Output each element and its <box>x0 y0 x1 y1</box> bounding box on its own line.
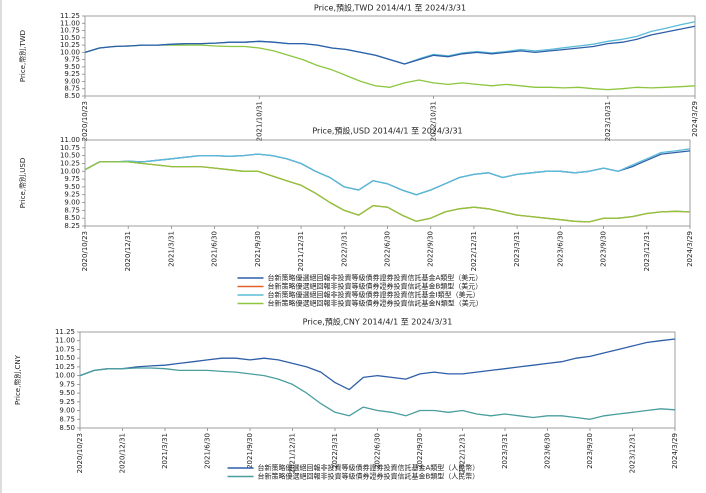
x-tick-label: 2022/6/30 <box>374 433 382 469</box>
plot-frame <box>84 139 691 227</box>
legend-label: 台新策略優選絕回報非投資等級債券證券投資信託基金A類型（人民幣） <box>258 463 480 472</box>
x-tick-label: 2023/6/30 <box>544 433 552 469</box>
y-tick-label: 8.50 <box>64 92 80 100</box>
x-tick-label: 2024/3/29 <box>686 231 694 267</box>
y-tick-label: 9.50 <box>64 63 80 71</box>
x-tick-label: 2020/10/23 <box>81 231 89 271</box>
y-tick-label: 10.00 <box>60 167 80 175</box>
x-tick-label: 2022/3/31 <box>340 231 348 267</box>
x-tick-label: 2021/9/30 <box>246 433 254 469</box>
x-tick-label: 2022/10/31 <box>430 101 438 141</box>
x-tick-label: 2021/10/31 <box>255 101 263 141</box>
plot-frame <box>84 15 696 97</box>
y-tick-label: 9.50 <box>59 389 75 397</box>
series-line <box>84 44 696 91</box>
x-tick-label: 2023/3/31 <box>501 433 509 469</box>
y-tick-label: 10.25 <box>60 41 80 49</box>
y-tick-label: 10.25 <box>55 363 75 371</box>
x-tick-label: 2024/3/29 <box>691 101 699 137</box>
y-tick-label: 10.75 <box>60 144 80 152</box>
y-tick-label: 10.50 <box>55 354 75 362</box>
y-tick-label: 9.25 <box>64 191 80 199</box>
y-tick-label: 10.25 <box>60 159 80 167</box>
x-tick-label: 2021/3/31 <box>161 433 169 469</box>
legend-label: 台新策略優選絕回報非投資等級債券證券投資信託基金A類型（美元） <box>268 273 483 282</box>
y-tick-label: 10.75 <box>55 345 75 353</box>
x-tick-label: 2023/12/31 <box>643 231 651 271</box>
x-tick-label: 2023/6/30 <box>556 231 564 267</box>
x-tick-label: 2022/9/30 <box>427 231 435 267</box>
y-tick-label: 9.00 <box>64 77 80 85</box>
series-line <box>84 161 691 223</box>
x-tick-label: 2021/9/30 <box>254 231 262 267</box>
y-tick-label: 9.00 <box>64 199 80 207</box>
legend-label: 台新策略優選絕回報非投資等級債券證券投資信託基金I類型（美元） <box>268 290 480 299</box>
x-tick-label: 2020/10/23 <box>76 433 84 473</box>
x-tick-label: 2020/10/23 <box>81 101 89 141</box>
series-line <box>84 21 696 65</box>
chart-title: Price,預設,CNY 2014/4/1 至 2024/3/31 <box>303 317 453 327</box>
x-tick-label: 2021/6/30 <box>211 231 219 267</box>
series-line <box>79 338 676 391</box>
y-tick-label: 8.50 <box>64 214 80 222</box>
chart-title: Price,預設,USD 2014/4/1 至 2024/3/31 <box>312 126 462 136</box>
series-line <box>79 367 676 420</box>
series-line <box>84 148 691 196</box>
x-tick-label: 2022/12/31 <box>459 433 467 473</box>
y-tick-label: 11.25 <box>60 12 80 20</box>
y-tick-label: 9.25 <box>59 398 75 406</box>
series-line <box>84 150 691 196</box>
plot-frame <box>79 331 676 429</box>
x-tick-label: 2021/3/31 <box>167 231 175 267</box>
y-tick-label: 8.75 <box>64 85 80 93</box>
y-tick-label: 11.00 <box>60 19 80 27</box>
legend-label: 台新策略優選絕回報非投資等級債券證券投資信託基金N類型（美元） <box>268 299 483 308</box>
y-tick-label: 9.75 <box>64 175 80 183</box>
x-tick-label: 2020/12/31 <box>119 433 127 473</box>
y-tick-label: 10.75 <box>60 27 80 35</box>
y-axis-label: Price,幣別,TWD <box>18 30 27 82</box>
y-axis-label: Price,幣別,CNY <box>13 354 22 405</box>
y-tick-label: 8.75 <box>64 206 80 214</box>
series-line <box>84 161 691 223</box>
x-tick-label: 2022/3/31 <box>331 433 339 469</box>
y-tick-label: 11.25 <box>55 328 75 336</box>
x-tick-label: 2021/12/31 <box>297 231 305 271</box>
y-tick-label: 9.50 <box>64 183 80 191</box>
series-line <box>84 25 696 65</box>
y-tick-label: 9.00 <box>59 407 75 415</box>
x-tick-label: 2020/12/31 <box>124 231 132 271</box>
x-tick-label: 2021/12/31 <box>289 433 297 473</box>
y-tick-label: 8.50 <box>59 424 75 432</box>
x-tick-label: 2022/9/30 <box>416 433 424 469</box>
x-tick-label: 2023/9/30 <box>600 231 608 267</box>
y-tick-label: 10.00 <box>55 372 75 380</box>
x-tick-label: 2023/10/31 <box>604 101 612 141</box>
x-tick-label: 2022/12/31 <box>470 231 478 271</box>
y-tick-label: 10.00 <box>60 48 80 56</box>
x-tick-label: 2021/6/30 <box>204 433 212 469</box>
x-tick-label: 2023/12/31 <box>629 433 637 473</box>
y-tick-label: 9.75 <box>64 56 80 64</box>
x-tick-label: 2023/9/30 <box>586 433 594 469</box>
chart-title: Price,預設,TWD 2014/4/1 至 2024/3/31 <box>314 3 466 13</box>
y-axis-label: Price,幣別,USD <box>18 158 27 208</box>
x-tick-label: 2023/3/31 <box>513 231 521 267</box>
x-tick-label: 2024/3/29 <box>671 433 679 469</box>
y-tick-label: 9.25 <box>64 70 80 78</box>
y-tick-label: 8.25 <box>64 222 80 230</box>
y-tick-label: 10.50 <box>60 152 80 160</box>
legend-label: 台新策略優選絕回報非投資等級債券證券投資信託基金B類型（美元） <box>268 282 483 291</box>
y-tick-label: 11.00 <box>55 337 75 345</box>
y-tick-label: 10.50 <box>60 34 80 42</box>
x-tick-label: 2022/6/30 <box>384 231 392 267</box>
y-tick-label: 8.75 <box>59 415 75 423</box>
y-tick-label: 11.00 <box>60 136 80 144</box>
y-tick-label: 9.75 <box>59 380 75 388</box>
legend-label: 台新策略優選絕回報非投資等級債券證券投資信託基金B類型（人民幣） <box>258 472 480 481</box>
